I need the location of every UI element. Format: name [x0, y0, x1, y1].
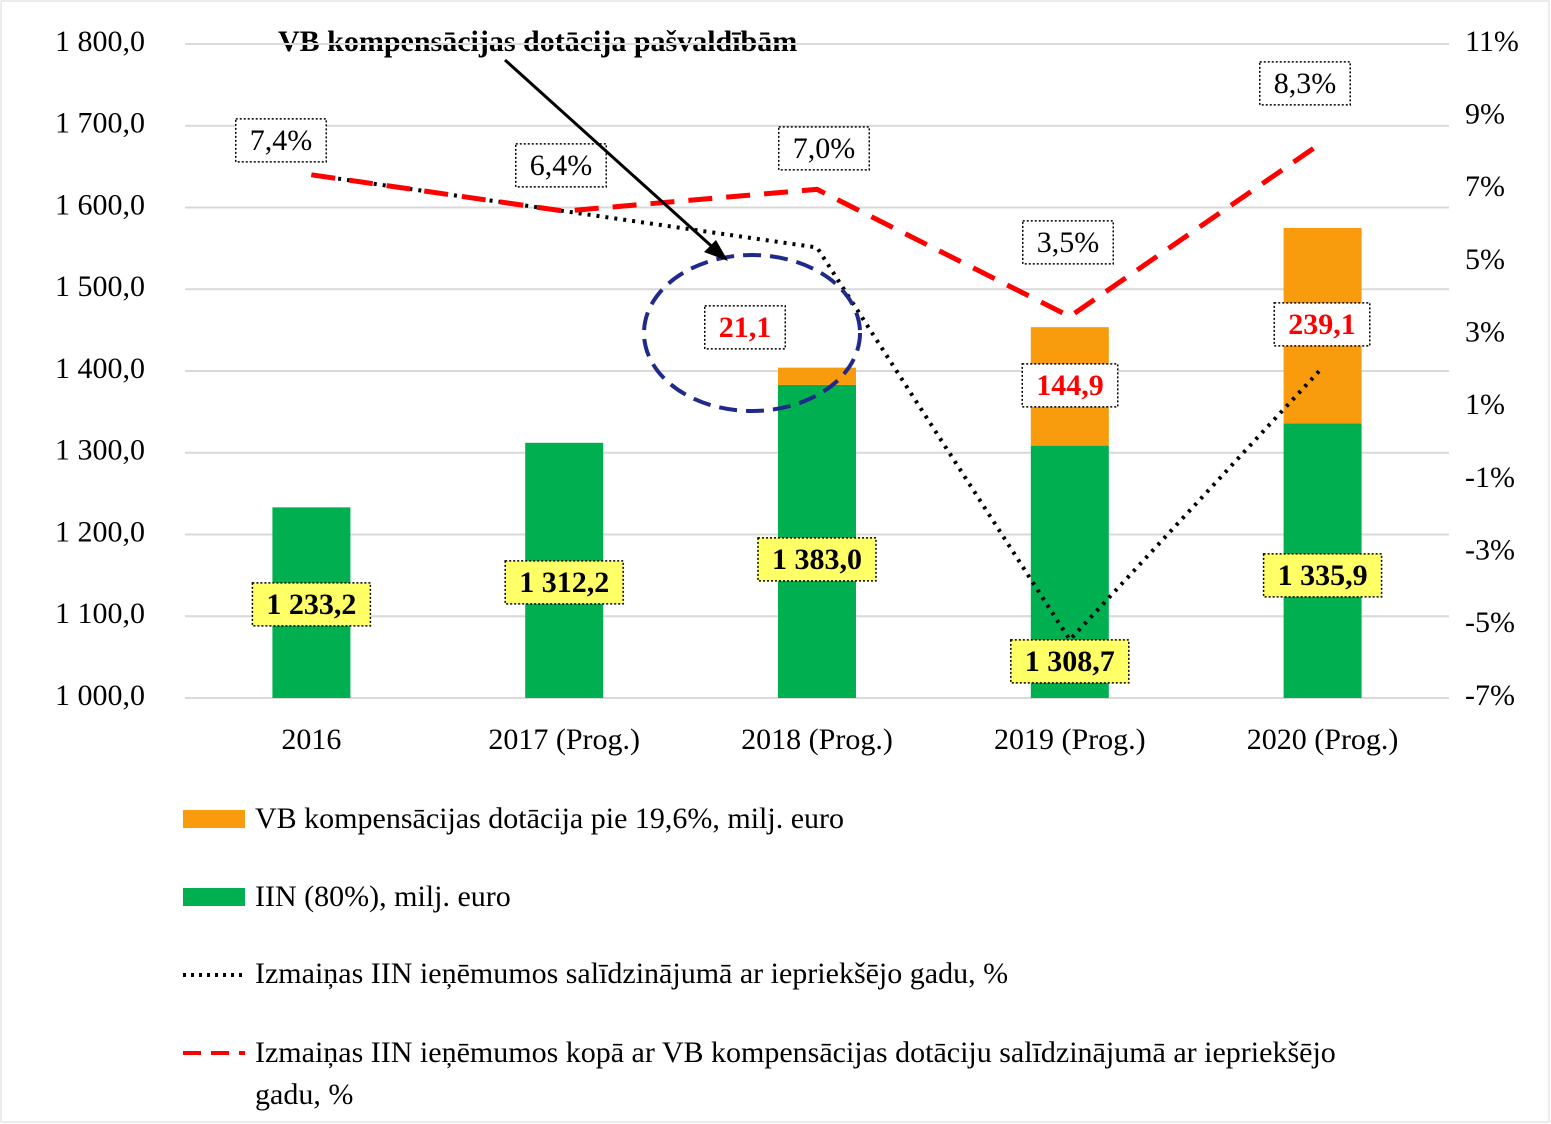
y-tick-label: 1 500,0	[55, 270, 145, 303]
y-tick-label: 1 100,0	[55, 597, 145, 630]
y2-tick-label: 1%	[1465, 388, 1505, 421]
value-label-box	[1022, 220, 1114, 265]
legend-entry: Izmaiņas IIN ieņēmumos kopā ar VB kompen…	[255, 1036, 1336, 1111]
value-label: 1 383,0	[772, 543, 862, 576]
value-label: 7,4%	[250, 124, 313, 157]
arrow-head	[704, 240, 728, 261]
x-tick-label: 2016	[281, 723, 341, 756]
value-label-box	[515, 143, 607, 188]
y2-tick-label: 11%	[1465, 25, 1519, 58]
value-label-box	[1021, 363, 1119, 408]
plot: 1 000,0 1 100,0 1 200,0 1 300,0 1 400,0 1 500…	[55, 25, 1519, 756]
value-label: 1 233,2	[266, 588, 356, 621]
value-label: 1 308,7	[1025, 645, 1115, 678]
y-tick-label: 1 800,0	[55, 25, 145, 58]
value-label: 3,5%	[1037, 226, 1100, 259]
legend-entry: IIN (80%), milj. euro	[255, 880, 511, 913]
y-tick-label: 1 200,0	[55, 515, 145, 548]
value-label-box	[757, 537, 877, 582]
y-tick-label: 1 000,0	[55, 679, 145, 712]
value-label-box	[704, 305, 786, 350]
value-label-box	[1010, 639, 1130, 684]
annotation: VB kompensācijas dotācija pašvaldībām	[278, 25, 797, 58]
value-label-box	[778, 126, 870, 171]
value-label-box	[251, 582, 372, 627]
y2-tick-label: -1%	[1465, 461, 1515, 494]
value-label-box	[235, 118, 327, 163]
value-label: 21,1	[719, 311, 772, 344]
value-label: 8,3%	[1274, 67, 1337, 100]
highlight-ellipse	[642, 253, 862, 413]
value-label: 1 335,9	[1278, 559, 1368, 592]
x-tick-label: 2020 (Prog.)	[1247, 723, 1399, 756]
line	[311, 140, 1325, 320]
value-label: 6,4%	[530, 149, 593, 182]
legend-swatch	[183, 888, 245, 906]
y-tick-label: 1 600,0	[55, 188, 145, 221]
y2-tick-label: 9%	[1465, 98, 1505, 131]
y2-tick-label: -3%	[1465, 534, 1515, 567]
y-tick-label: 1 400,0	[55, 352, 145, 385]
legend-entry: Izmaiņas IIN ieņēmumos salīdzinājumā ar …	[255, 957, 1009, 990]
legend-entry: VB kompensācijas dotācija pie 19,6%, mil…	[255, 802, 845, 835]
y2-tick-label: -7%	[1465, 679, 1515, 712]
value-label-box	[1262, 553, 1383, 598]
legend-swatch	[183, 810, 245, 828]
x-tick-label: 2017 (Prog.)	[488, 723, 640, 756]
bar	[778, 367, 856, 385]
y-tick-label: 1 700,0	[55, 107, 145, 140]
x-tick-label: 2018 (Prog.)	[741, 723, 893, 756]
y-tick-label: 1 300,0	[55, 434, 145, 467]
value-label: 1 312,2	[519, 566, 609, 599]
y2-tick-label: -5%	[1465, 606, 1515, 639]
y2-tick-label: 3%	[1465, 316, 1505, 349]
x-tick-label: 2019 (Prog.)	[994, 723, 1146, 756]
arrow	[503, 58, 720, 254]
value-label-box	[1273, 302, 1371, 347]
y2-tick-label: 5%	[1465, 243, 1505, 276]
value-label-box	[1259, 61, 1351, 106]
value-label: 7,0%	[793, 132, 856, 165]
y2-tick-label: 7%	[1465, 170, 1505, 203]
value-label-box	[504, 560, 624, 605]
value-label: 239,1	[1288, 308, 1356, 341]
value-label: 144,9	[1036, 369, 1104, 402]
